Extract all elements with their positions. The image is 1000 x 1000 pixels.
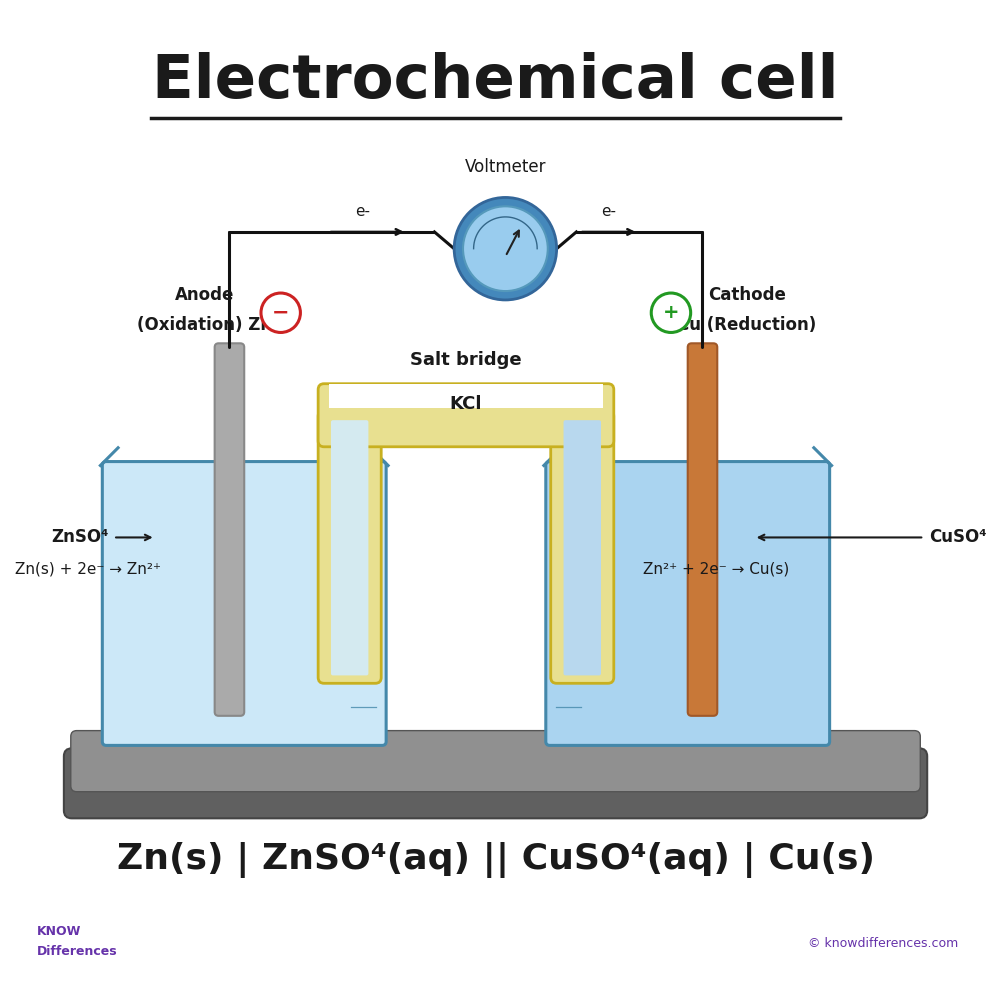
- Text: Zn(s) + 2e⁻ → Zn²⁺: Zn(s) + 2e⁻ → Zn²⁺: [15, 561, 161, 576]
- FancyBboxPatch shape: [546, 462, 830, 745]
- Text: KNOW: KNOW: [37, 925, 82, 938]
- Text: CuSO⁴: CuSO⁴: [929, 528, 987, 546]
- Text: e-: e-: [601, 204, 616, 219]
- Text: Zn²⁺ + 2e⁻ → Cu(s): Zn²⁺ + 2e⁻ → Cu(s): [643, 561, 790, 576]
- FancyBboxPatch shape: [331, 420, 368, 675]
- Text: +: +: [663, 303, 679, 322]
- Text: Voltmeter: Voltmeter: [465, 158, 546, 176]
- Text: Cathode: Cathode: [708, 286, 786, 304]
- Text: Zn(s) | ZnSO⁴(aq) || CuSO⁴(aq) | Cu(s): Zn(s) | ZnSO⁴(aq) || CuSO⁴(aq) | Cu(s): [117, 842, 875, 878]
- FancyBboxPatch shape: [71, 731, 920, 792]
- Text: © knowdifferences.com: © knowdifferences.com: [808, 937, 959, 950]
- Text: Cu (Reduction): Cu (Reduction): [677, 316, 816, 334]
- Circle shape: [261, 293, 300, 332]
- FancyBboxPatch shape: [551, 410, 614, 683]
- Text: e-: e-: [355, 204, 370, 219]
- Text: −: −: [272, 303, 289, 323]
- Text: ZnSO⁴: ZnSO⁴: [52, 528, 109, 546]
- FancyBboxPatch shape: [564, 420, 601, 675]
- FancyBboxPatch shape: [64, 748, 927, 818]
- Text: KCl: KCl: [450, 395, 482, 413]
- FancyBboxPatch shape: [688, 343, 717, 716]
- FancyBboxPatch shape: [215, 343, 244, 716]
- Text: Salt bridge: Salt bridge: [410, 351, 522, 369]
- Text: Electrochemical cell: Electrochemical cell: [152, 52, 839, 111]
- FancyBboxPatch shape: [318, 384, 614, 447]
- Circle shape: [463, 206, 548, 291]
- Text: Differences: Differences: [37, 945, 118, 958]
- FancyBboxPatch shape: [318, 410, 381, 683]
- Text: (Oxidation) Zn: (Oxidation) Zn: [137, 316, 272, 334]
- Circle shape: [651, 293, 691, 332]
- Text: Anode: Anode: [175, 286, 234, 304]
- Bar: [329, 384, 603, 408]
- FancyBboxPatch shape: [102, 462, 386, 745]
- Circle shape: [454, 197, 557, 300]
